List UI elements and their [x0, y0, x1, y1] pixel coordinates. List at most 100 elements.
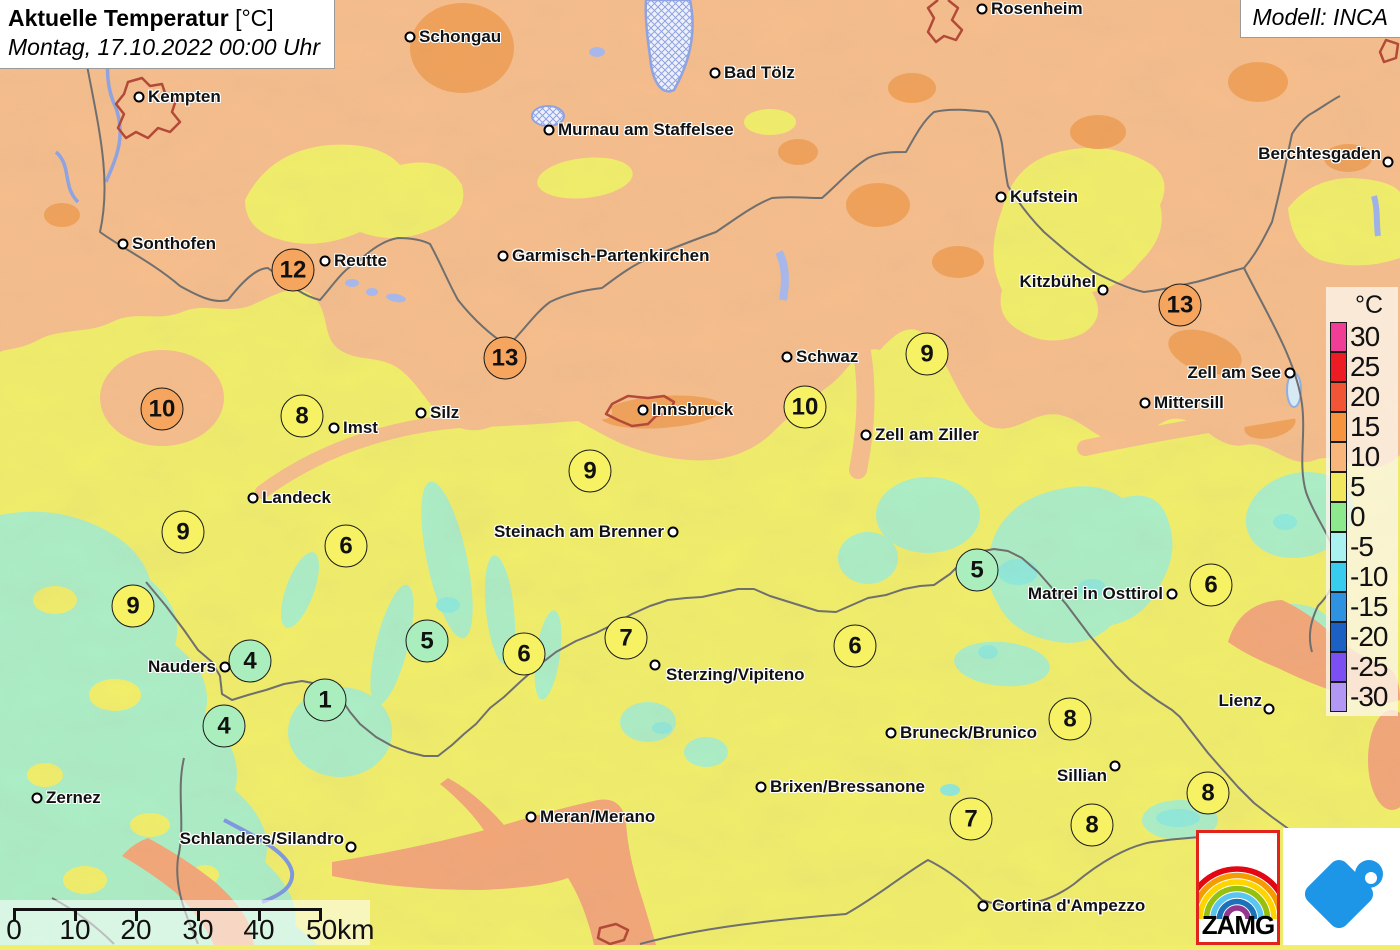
- legend-swatch: [1330, 681, 1347, 712]
- city-label: Silz: [430, 403, 460, 422]
- scalebar-tick: [74, 908, 77, 921]
- station-value: 8: [1048, 697, 1092, 741]
- city-label: Schongau: [419, 27, 502, 46]
- city-label: Zell am Ziller: [875, 425, 979, 444]
- city-marker: [995, 191, 1007, 203]
- scalebar-tick: [13, 908, 16, 921]
- station-value: 9: [111, 584, 155, 628]
- legend-value: -5: [1350, 531, 1374, 562]
- city-marker: [1382, 156, 1394, 168]
- station-value: 6: [833, 624, 877, 668]
- city-label: Zell am See: [1187, 363, 1281, 382]
- city-label: Kempten: [148, 87, 221, 106]
- city-marker: [497, 250, 509, 262]
- station-value: 6: [324, 524, 368, 568]
- map-title-unit: [°C]: [235, 5, 274, 31]
- legend-swatch: [1330, 621, 1347, 652]
- legend-stop: -15: [1326, 591, 1398, 622]
- legend-swatch: [1330, 321, 1347, 352]
- rainbow-arc: [1223, 905, 1251, 919]
- station-value: 10: [140, 387, 184, 431]
- scalebar: 0 10 20 30 40 50km: [0, 900, 374, 945]
- city-marker: [117, 238, 129, 250]
- scalebar-tick: [135, 908, 138, 921]
- legend-value: -25: [1350, 651, 1388, 682]
- city-label: Landeck: [262, 488, 331, 507]
- city-boundaries: [114, 0, 1400, 945]
- legend-unit: °C: [1354, 291, 1384, 319]
- station-value: 4: [228, 639, 272, 683]
- scalebar-label: 40: [243, 914, 275, 945]
- city-marker: [219, 661, 231, 673]
- city-marker: [649, 659, 661, 671]
- title-box: Aktuelle Temperatur [°C] Montag, 17.10.2…: [0, 0, 336, 69]
- scalebar-tick: [197, 908, 200, 921]
- city-label: Kitzbühel: [1019, 272, 1097, 291]
- station-value: 10: [783, 385, 827, 429]
- station-value: 8: [280, 394, 324, 438]
- station-value: 13: [1158, 283, 1202, 327]
- city-label: Mittersill: [1154, 393, 1224, 412]
- station-value: 12: [271, 248, 315, 292]
- station-value: 5: [955, 548, 999, 592]
- city-marker: [345, 841, 357, 853]
- station-value: 13: [483, 336, 527, 380]
- scalebar-tick: [258, 908, 261, 921]
- legend-stop: 5: [1326, 471, 1398, 502]
- station-value: 4: [202, 704, 246, 748]
- city-marker: [1284, 367, 1296, 379]
- station-value: 9: [905, 332, 949, 376]
- legend-value: 0: [1350, 501, 1366, 532]
- legend-swatch: [1330, 531, 1347, 562]
- legend-swatch: [1330, 441, 1347, 472]
- station-value: 6: [502, 632, 546, 676]
- city-marker: [328, 422, 340, 434]
- city-label: Meran/Merano: [540, 807, 656, 826]
- zamg-rainbow-icon: [1199, 866, 1277, 919]
- city-label: Berchtesgaden: [1258, 144, 1381, 163]
- city-marker: [1166, 588, 1178, 600]
- legend-stop: 0: [1326, 501, 1398, 532]
- legend-stop: 10: [1326, 441, 1398, 472]
- city-label: Garmisch-Partenkirchen: [512, 246, 710, 265]
- legend-swatch: [1330, 501, 1347, 532]
- city-label: Murnau am Staffelsee: [558, 120, 734, 139]
- station-value: 8: [1186, 771, 1230, 815]
- station-value: 1: [303, 678, 347, 722]
- legend-stop: -30: [1326, 681, 1398, 712]
- scalebar-label: 10: [59, 914, 91, 945]
- legend-stop: 25: [1326, 351, 1398, 382]
- legend-swatch: [1330, 351, 1347, 382]
- partner-mountain-icon: [1304, 859, 1383, 929]
- model-box: Modell: INCA: [1239, 0, 1400, 38]
- legend-value: 25: [1350, 351, 1380, 382]
- legend-stop: -25: [1326, 651, 1398, 682]
- station-value: 9: [161, 510, 205, 554]
- rainbow-arc: [1210, 892, 1264, 919]
- city-label: Bruneck/Brunico: [900, 723, 1037, 742]
- rainbow-arc: [1199, 879, 1277, 919]
- partner-logo: [1283, 828, 1400, 945]
- legend-stop: 20: [1326, 381, 1398, 412]
- legend-swatch: [1330, 651, 1347, 682]
- city-marker: [667, 526, 679, 538]
- temperature-legend: °C 30 25 20 15 10 5 0 -5 -10 -15 -20 -25 -30: [1326, 287, 1398, 716]
- city-marker: [133, 91, 145, 103]
- station-value: 6: [1189, 563, 1233, 607]
- scalebar-label: 0: [6, 914, 22, 945]
- scalebar-label: 30: [182, 914, 214, 945]
- city-label: Cortina d'Ampezzo: [992, 896, 1146, 915]
- city-marker: [1139, 397, 1151, 409]
- city-marker: [525, 811, 537, 823]
- city-marker: [31, 792, 43, 804]
- legend-value: -10: [1350, 561, 1388, 592]
- legend-stop: -5: [1326, 531, 1398, 562]
- city-marker: [755, 781, 767, 793]
- city-label: Imst: [343, 418, 378, 437]
- legend-swatch: [1330, 561, 1347, 592]
- map-datetime: Montag, 17.10.2022 00:00 Uhr: [8, 33, 321, 60]
- city-label: Matrei in Osttirol: [1027, 584, 1163, 603]
- legend-swatch: [1330, 591, 1347, 622]
- zamg-logo: ZAMG: [1196, 830, 1280, 945]
